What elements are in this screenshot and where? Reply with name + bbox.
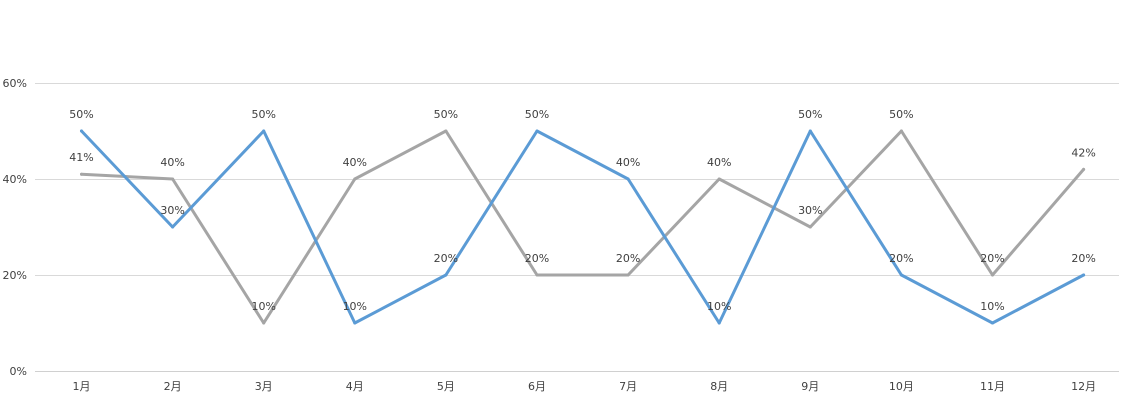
- data-label: 40%: [707, 156, 731, 169]
- y-tick-label: 40%: [3, 173, 27, 186]
- y-tick-label: 60%: [3, 77, 27, 90]
- data-point: [80, 129, 83, 133]
- data-point: [444, 273, 448, 277]
- data-label: 42%: [1071, 146, 1095, 159]
- data-label: 20%: [980, 252, 1004, 265]
- data-point: [1082, 167, 1086, 171]
- data-label: 50%: [251, 108, 275, 121]
- data-label: 50%: [525, 108, 549, 121]
- data-label: 50%: [434, 108, 458, 121]
- data-label: 40%: [616, 156, 640, 169]
- data-label: 20%: [1071, 252, 1095, 265]
- data-label: 50%: [69, 108, 93, 121]
- data-point: [262, 129, 266, 133]
- data-label: 10%: [980, 300, 1004, 313]
- data-label: 50%: [889, 108, 913, 121]
- data-point: [171, 225, 175, 229]
- series-lines: [80, 129, 1086, 325]
- data-point: [1082, 273, 1086, 277]
- data-labels: 50% 30% 50% 10% 20% 50% 40% 10% 50% 20% 10% 20% 41% 4…: [69, 108, 1096, 313]
- data-label: 10%: [707, 300, 731, 313]
- x-tick-label: 1月: [73, 380, 91, 393]
- x-tick-label: 2月: [164, 380, 182, 393]
- data-label: 20%: [525, 252, 549, 265]
- y-tick-label: 0%: [10, 365, 27, 378]
- y-tick-label: 20%: [3, 269, 27, 282]
- data-label: 30%: [160, 204, 184, 217]
- series-line-2: [80, 129, 1086, 325]
- data-point: [80, 172, 83, 176]
- x-tick-label: 12月: [1071, 380, 1096, 393]
- data-label: 20%: [889, 252, 913, 265]
- data-point: [626, 177, 630, 181]
- series-line-1: [80, 129, 1086, 325]
- x-tick-label: 8月: [710, 380, 728, 393]
- data-label: 40%: [343, 156, 367, 169]
- data-label: 20%: [616, 252, 640, 265]
- x-tick-label: 4月: [346, 380, 364, 393]
- x-tick-label: 11月: [980, 380, 1005, 393]
- x-tick-label: 5月: [437, 380, 455, 393]
- data-label: 40%: [160, 156, 184, 169]
- data-point: [262, 321, 266, 325]
- data-point: [991, 273, 994, 277]
- data-point: [353, 321, 357, 325]
- gridlines: [35, 83, 1119, 372]
- data-point: [717, 177, 721, 181]
- x-axis: 1月 2月 3月 4月 5月 6月 7月 8月 9月 10月 11月 12月: [73, 380, 1097, 393]
- x-tick-label: 10月: [889, 380, 914, 393]
- data-label: 41%: [69, 151, 93, 164]
- x-tick-label: 3月: [255, 380, 273, 393]
- data-label: 30%: [798, 204, 822, 217]
- data-label: 10%: [343, 300, 367, 313]
- data-point: [444, 129, 448, 133]
- x-tick-label: 6月: [528, 380, 546, 393]
- x-tick-label: 7月: [619, 380, 637, 393]
- data-point: [808, 225, 812, 229]
- data-label: 20%: [434, 252, 458, 265]
- data-label: 10%: [251, 300, 275, 313]
- data-point: [171, 177, 175, 181]
- x-tick-label: 9月: [801, 380, 819, 393]
- data-label: 50%: [798, 108, 822, 121]
- data-point: [899, 129, 903, 133]
- data-point: [626, 273, 630, 277]
- data-point: [991, 321, 994, 325]
- y-axis: 0% 20% 40% 60%: [3, 77, 27, 378]
- data-point: [717, 321, 721, 325]
- data-point: [535, 273, 539, 277]
- data-point: [353, 177, 357, 181]
- data-point: [899, 273, 903, 277]
- data-point: [535, 129, 539, 133]
- data-point: [808, 129, 812, 133]
